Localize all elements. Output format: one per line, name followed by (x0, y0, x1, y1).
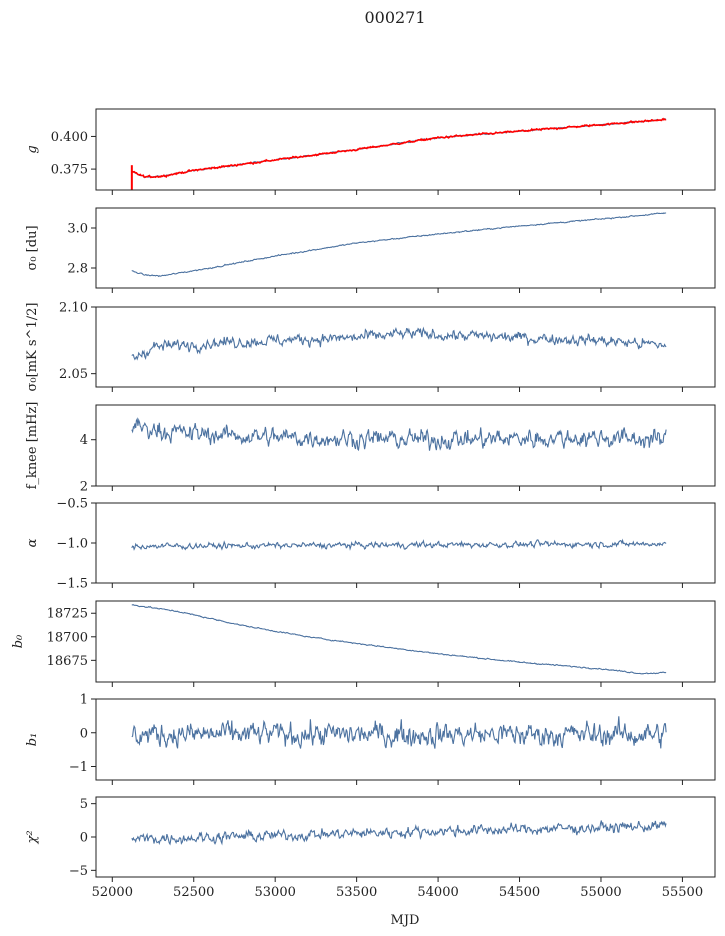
y-tick-label-chi2: 0 (80, 831, 88, 846)
y-axis-label-b1: b₁ (25, 733, 40, 747)
y-tick-label-b1: 1 (80, 693, 88, 708)
panel-frame-sigma-du (95, 207, 716, 289)
panel-sigma-du: 2.8 3.0 σ₀ [du] (25, 207, 716, 293)
y-axis-label-chi2: χ² (25, 830, 40, 844)
x-tick-label: 54500 (499, 885, 540, 900)
x-tick-label: 54000 (417, 885, 458, 900)
y-tick-label-alpha: −0.5 (56, 497, 88, 512)
y-tick-label-sigma-du: 2.8 (67, 262, 88, 277)
y-axis-label-sigma-mk: σ₀[mK s^1/2] (25, 303, 40, 392)
y-tick-label-sigma-mk: 2.05 (59, 367, 88, 382)
panels: 0.375 0.400 g 2.8 3.0 σ₀ [du] 2.05 2.10 σ₀[mK s^… (11, 108, 716, 900)
panel-sigma-mk: 2.05 2.10 σ₀[mK s^1/2] (25, 301, 716, 392)
y-axis-label-fknee: f_knee [mHz] (25, 402, 40, 490)
series-line-sigma-du (131, 212, 667, 278)
x-axis-label: MJD (391, 913, 420, 928)
panel-b0: 18675 18700 18725 b₀ (11, 600, 716, 687)
y-tick-label-b0: 18700 (47, 630, 88, 645)
panel-frame-b0 (95, 600, 716, 683)
y-axis-label-sigma-du: σ₀ [du] (25, 225, 40, 270)
x-tick-label: 52000 (92, 885, 133, 900)
panel-chi2: −5 0 5 52000 52500 53000 53500 54000 54500 55000 5… (25, 796, 716, 900)
series-line-chi2 (131, 820, 667, 846)
overlay-line-g (131, 117, 667, 179)
panel-frame-fknee (95, 404, 716, 487)
y-tick-label-chi2: −5 (69, 864, 88, 879)
y-tick-label-fknee: 4 (80, 433, 88, 448)
y-axis-label-g: g (25, 145, 40, 153)
y-axis-label-alpha: α (25, 538, 40, 547)
panel-alpha: −1.5 −1.0 −0.5 α (25, 497, 716, 592)
y-tick-label-b0: 18675 (47, 654, 88, 669)
series-line-b0 (131, 604, 667, 675)
y-tick-label-b0: 18725 (47, 607, 88, 622)
panel-fknee: 2 4 f_knee [mHz] (25, 402, 716, 495)
y-tick-label-b1: 0 (80, 726, 88, 741)
series-line-alpha (131, 538, 667, 551)
x-tick-label: 55000 (580, 885, 621, 900)
figure-title: 000271 (364, 8, 425, 27)
panel-frame-g (95, 108, 716, 191)
series-line-sigma-mk (131, 326, 667, 361)
x-tick-label: 52500 (173, 885, 214, 900)
y-tick-label-b1: −1 (69, 760, 88, 775)
panel-frame-sigma-mk (95, 306, 716, 388)
y-tick-label-sigma-mk: 2.10 (59, 301, 88, 316)
panel-b1: −1 0 1 b₁ (25, 693, 716, 785)
panel-frame-b1 (95, 698, 716, 781)
y-tick-label-chi2: 5 (80, 797, 88, 812)
y-tick-label-g: 0.400 (51, 130, 88, 145)
x-tick-label: 55500 (662, 885, 703, 900)
y-tick-label-g: 0.375 (51, 163, 88, 178)
y-tick-label-fknee: 2 (80, 480, 88, 495)
y-axis-label-b0: b₀ (11, 634, 26, 648)
y-tick-label-sigma-du: 3.0 (67, 222, 88, 237)
series-line-b1 (131, 716, 667, 749)
y-tick-label-alpha: −1.5 (56, 577, 88, 592)
x-tick-label: 53000 (255, 885, 296, 900)
series-line-fknee (131, 417, 667, 452)
panel-g: 0.375 0.400 g (25, 108, 716, 195)
x-tick-label: 53500 (336, 885, 377, 900)
y-tick-label-alpha: −1.0 (56, 537, 88, 552)
